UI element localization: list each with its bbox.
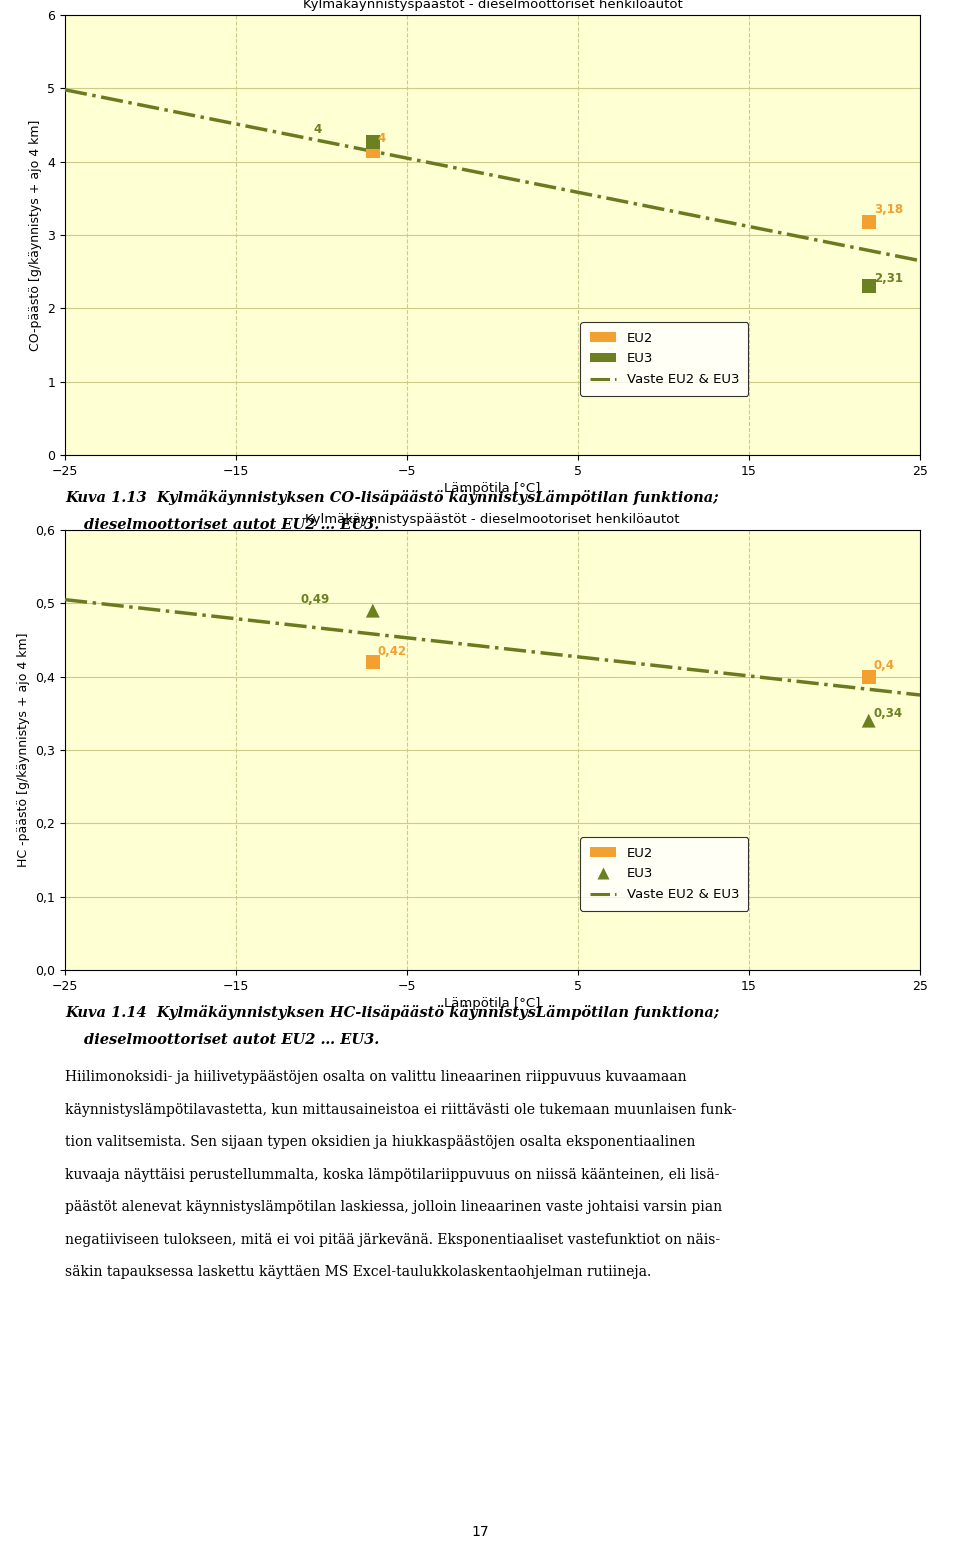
Point xyxy=(861,209,876,234)
Text: käynnistyslämpötilavastetta, kun mittausaineistoa ei riittävästi ole tukemaan mu: käynnistyslämpötilavastetta, kun mittaus… xyxy=(65,1102,736,1116)
Text: 0,4: 0,4 xyxy=(874,659,895,673)
Point xyxy=(861,665,876,690)
Point xyxy=(365,598,380,623)
Text: 0,49: 0,49 xyxy=(301,594,330,606)
Text: 0,42: 0,42 xyxy=(378,645,407,657)
Point xyxy=(365,649,380,674)
Text: kuvaaja näyttäisi perustellummalta, koska lämpötilariippuvuus on niissä kääntein: kuvaaja näyttäisi perustellummalta, kosk… xyxy=(65,1167,719,1181)
X-axis label: Lämpötila [°C]: Lämpötila [°C] xyxy=(444,997,540,1011)
Text: 4: 4 xyxy=(378,132,386,144)
Text: Kuva 1.14  Kylmäkäynnistyksen HC-lisäpäästö käynnistysLämpötilan funktiona;: Kuva 1.14 Kylmäkäynnistyksen HC-lisäpääs… xyxy=(65,1004,719,1020)
Point xyxy=(365,130,380,155)
Text: säkin tapauksessa laskettu käyttäen MS Excel-taulukkolaskentaohjelman rutiineja.: säkin tapauksessa laskettu käyttäen MS E… xyxy=(65,1265,651,1279)
X-axis label: Lämpötila [°C]: Lämpötila [°C] xyxy=(444,482,540,494)
Point xyxy=(365,138,380,163)
Text: Hiilimonoksidi- ja hiilivetypäästöjen osalta on valittu lineaarinen riippuvuus k: Hiilimonoksidi- ja hiilivetypäästöjen os… xyxy=(65,1070,686,1083)
Title: Kylmäkäynnistyspäästöt - dieselmoottoriset henkilöautot: Kylmäkäynnistyspäästöt - dieselmoottoris… xyxy=(302,0,683,11)
Text: Kuva 1.13  Kylmäkäynnistyksen CO-lisäpäästö käynnistysLämpötilan funktiona;: Kuva 1.13 Kylmäkäynnistyksen CO-lisäpääs… xyxy=(65,490,719,505)
Text: päästöt alenevat käynnistyslämpötilan laskiessa, jolloin lineaarinen vaste johta: päästöt alenevat käynnistyslämpötilan la… xyxy=(65,1200,722,1214)
Point xyxy=(861,273,876,298)
Text: tion valitsemista. Sen sijaan typen oksidien ja hiukkaspäästöjen osalta eksponen: tion valitsemista. Sen sijaan typen oksi… xyxy=(65,1135,695,1149)
Point xyxy=(861,708,876,733)
Y-axis label: HC -päästö [g/käynnistys + ajo 4 km]: HC -päästö [g/käynnistys + ajo 4 km] xyxy=(16,632,30,868)
Text: 4: 4 xyxy=(313,122,322,136)
Text: 3,18: 3,18 xyxy=(874,203,903,215)
Text: 2,31: 2,31 xyxy=(874,271,902,285)
Text: 17: 17 xyxy=(471,1525,489,1539)
Title: Kylmäkäynnistyspäästöt - dieselmootoriset henkilöautot: Kylmäkäynnistyspäästöt - dieselmootorise… xyxy=(305,513,680,525)
Text: negatiiviseen tulokseen, mitä ei voi pitää järkevänä. Eksponentiaaliset vastefun: negatiiviseen tulokseen, mitä ei voi pit… xyxy=(65,1232,720,1246)
Legend: EU2, EU3, Vaste EU2 & EU3: EU2, EU3, Vaste EU2 & EU3 xyxy=(581,322,748,395)
Legend: EU2, EU3, Vaste EU2 & EU3: EU2, EU3, Vaste EU2 & EU3 xyxy=(581,837,748,910)
Text: dieselmoottoriset autot EU2 … EU3.: dieselmoottoriset autot EU2 … EU3. xyxy=(84,518,379,532)
Text: 0,34: 0,34 xyxy=(874,707,903,721)
Y-axis label: CO-päästö [g/käynnistys + ajo 4 km]: CO-päästö [g/käynnistys + ajo 4 km] xyxy=(29,119,41,350)
Text: dieselmoottoriset autot EU2 … EU3.: dieselmoottoriset autot EU2 … EU3. xyxy=(84,1032,379,1046)
